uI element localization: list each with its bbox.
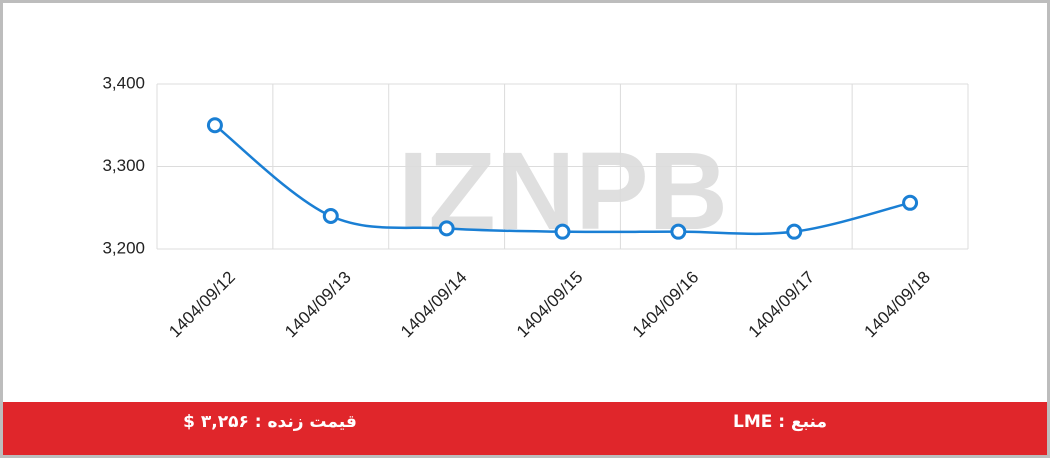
point bbox=[902, 194, 919, 211]
point bbox=[554, 223, 571, 240]
y-tick-label: 3,200 bbox=[102, 238, 145, 257]
x-tick-label: 1404/09/17 bbox=[745, 268, 819, 342]
point bbox=[438, 220, 455, 237]
point bbox=[322, 208, 339, 224]
y-tick-label: 3,400 bbox=[102, 73, 145, 92]
point bbox=[670, 223, 687, 240]
source: منبع : LME bbox=[733, 412, 827, 432]
x-tick-label: 1404/09/15 bbox=[513, 268, 587, 342]
footer-bar bbox=[3, 402, 1047, 455]
x-tick-label: 1404/09/12 bbox=[165, 268, 239, 342]
live-price: قیمت زنده : ۳,۲۵۶ $ bbox=[183, 412, 357, 432]
y-tick-label: 3,300 bbox=[102, 156, 145, 175]
point bbox=[206, 117, 223, 134]
x-tick-label: 1404/09/13 bbox=[281, 268, 355, 342]
point bbox=[786, 223, 803, 240]
x-tick-label: 1404/09/18 bbox=[860, 268, 934, 342]
x-tick-label: 1404/09/14 bbox=[397, 268, 471, 342]
x-tick-label: 1404/09/16 bbox=[629, 268, 703, 342]
